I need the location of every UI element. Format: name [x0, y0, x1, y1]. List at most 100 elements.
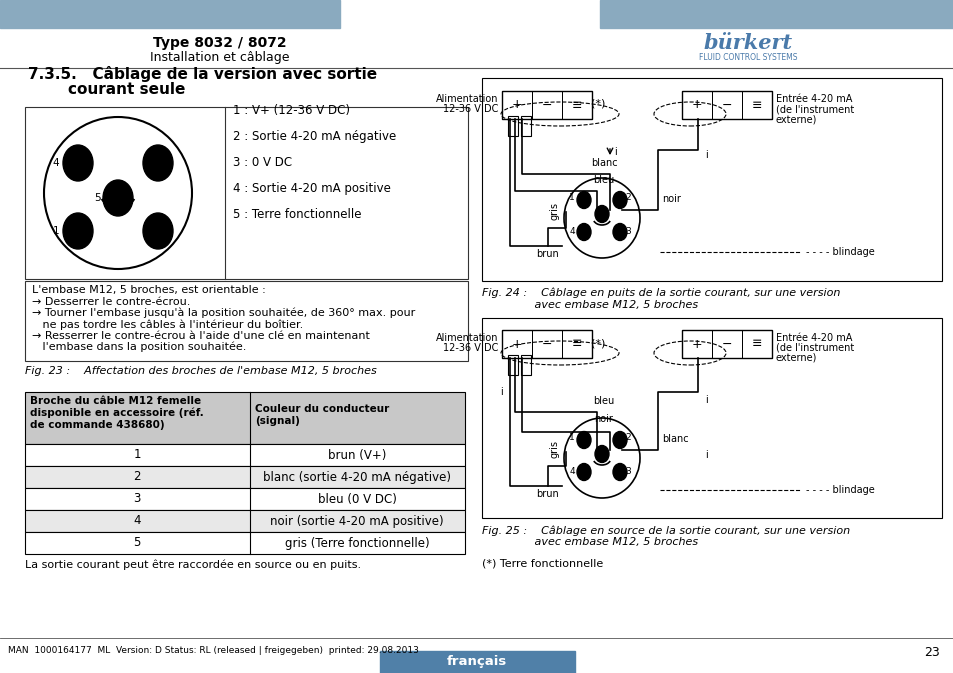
Bar [501, 91, 592, 119]
Text: ne pas tordre les câbles à l'intérieur du boîtier.: ne pas tordre les câbles à l'intérieur d… [32, 319, 303, 330]
Text: Installation et câblage: Installation et câblage [150, 52, 290, 65]
Bar [520, 116, 531, 136]
Bar [750, 14, 758, 20]
Text: 2: 2 [133, 470, 141, 483]
Text: gris (Terre fonctionnelle): gris (Terre fonctionnelle) [284, 536, 429, 549]
Bar [481, 318, 941, 518]
Text: 23: 23 [923, 646, 939, 659]
Ellipse shape [143, 213, 172, 249]
Text: FLUID CONTROL SYSTEMS: FLUID CONTROL SYSTEMS [698, 53, 797, 63]
Text: Entrée 4-20 mA: Entrée 4-20 mA [775, 333, 851, 343]
Text: 3: 3 [160, 158, 167, 168]
Text: +: + [691, 337, 701, 351]
Text: 5: 5 [94, 193, 101, 203]
Text: Fig. 23 :    Affectation des broches de l'embase M12, 5 broches: Fig. 23 : Affectation des broches de l'e… [25, 366, 376, 376]
Text: Fig. 25 :    Câblage en source de la sortie courant, sur une version: Fig. 25 : Câblage en source de la sortie… [481, 525, 849, 536]
Bar [507, 355, 517, 375]
Bar [532, 330, 561, 358]
Text: 2: 2 [624, 194, 630, 203]
Text: (*): (*) [590, 338, 604, 348]
Text: i: i [704, 450, 707, 460]
Text: 1: 1 [569, 194, 575, 203]
Text: blanc: blanc [590, 158, 617, 168]
Text: 1 : V+ (12-36 V DC): 1 : V+ (12-36 V DC) [233, 104, 350, 117]
Text: 1: 1 [569, 433, 575, 443]
Text: brun (V+): brun (V+) [328, 448, 386, 462]
Bar [711, 330, 741, 358]
Bar [711, 91, 741, 119]
Ellipse shape [595, 205, 608, 223]
Text: −: − [541, 337, 552, 351]
Text: blanc: blanc [661, 434, 688, 444]
Text: +: + [511, 337, 521, 351]
Text: → Tourner l'embase jusqu'à la position souhaitée, de 360° max. pour: → Tourner l'embase jusqu'à la position s… [32, 308, 415, 318]
Bar [741, 330, 771, 358]
Bar [770, 14, 778, 20]
Text: Couleur du conducteur
(signal): Couleur du conducteur (signal) [254, 404, 389, 425]
Text: → Resserrer le contre-écrou à l'aide d'une clé en maintenant: → Resserrer le contre-écrou à l'aide d'u… [32, 331, 370, 341]
Text: gris: gris [550, 440, 559, 458]
Text: 3 : 0 V DC: 3 : 0 V DC [233, 156, 292, 169]
Text: 2: 2 [624, 433, 630, 443]
Bar [740, 14, 747, 20]
Text: blanc (sortie 4-20 mA négative): blanc (sortie 4-20 mA négative) [263, 470, 451, 483]
Text: noir (sortie 4-20 mA positive): noir (sortie 4-20 mA positive) [270, 514, 443, 528]
Ellipse shape [613, 192, 626, 209]
Text: 1: 1 [52, 226, 59, 236]
Bar [790, 14, 797, 20]
Text: - - - - blindage: - - - - blindage [805, 247, 874, 257]
Bar [681, 330, 771, 358]
Text: ≡: ≡ [571, 337, 581, 351]
Bar [681, 330, 711, 358]
Bar [781, 14, 787, 20]
Text: ≡: ≡ [571, 98, 581, 112]
Bar [379, 651, 575, 673]
Text: (*): (*) [590, 99, 604, 109]
Ellipse shape [143, 145, 172, 181]
Text: avec embase M12, 5 broches: avec embase M12, 5 broches [481, 300, 698, 310]
Text: +: + [511, 98, 521, 112]
Ellipse shape [577, 192, 590, 209]
Text: La sortie courant peut être raccordée en source ou en puits.: La sortie courant peut être raccordée en… [25, 560, 361, 571]
Bar [25, 444, 464, 466]
Text: MAN  1000164177  ML  Version: D Status: RL (released | freigegeben)  printed: 29: MAN 1000164177 ML Version: D Status: RL … [8, 646, 418, 655]
Text: 4: 4 [52, 158, 59, 168]
Text: noir: noir [594, 414, 613, 424]
Ellipse shape [613, 431, 626, 448]
Text: → Desserrer le contre-écrou.: → Desserrer le contre-écrou. [32, 297, 191, 307]
Text: bleu: bleu [593, 396, 614, 406]
Text: avec embase M12, 5 broches: avec embase M12, 5 broches [481, 537, 698, 547]
Text: L'embase M12, 5 broches, est orientable :: L'embase M12, 5 broches, est orientable … [32, 285, 266, 295]
Bar [501, 330, 592, 358]
Bar [0, 0, 339, 28]
Text: ≡: ≡ [751, 337, 761, 351]
Bar [25, 488, 464, 510]
Text: i: i [704, 150, 707, 160]
Bar [730, 14, 738, 20]
Text: (*) Terre fonctionnelle: (*) Terre fonctionnelle [481, 558, 602, 568]
Ellipse shape [103, 180, 132, 216]
Text: 2 : Sortie 4-20 mA négative: 2 : Sortie 4-20 mA négative [233, 130, 395, 143]
Bar [681, 91, 771, 119]
Text: bürkert: bürkert [702, 33, 792, 53]
Bar [481, 78, 941, 281]
Text: Fig. 24 :    Câblage en puits de la sortie courant, sur une version: Fig. 24 : Câblage en puits de la sortie … [481, 288, 840, 299]
Text: externe): externe) [775, 353, 817, 363]
Text: i: i [614, 147, 616, 157]
Bar [681, 91, 711, 119]
Text: Type 8032 / 8072: Type 8032 / 8072 [153, 36, 287, 50]
Text: 3: 3 [624, 468, 630, 476]
Text: i: i [499, 387, 502, 397]
Bar [760, 14, 767, 20]
Text: −: − [721, 98, 732, 112]
Text: 3: 3 [133, 493, 140, 505]
Bar [599, 0, 953, 28]
Text: 3: 3 [624, 227, 630, 236]
Bar [561, 330, 592, 358]
Text: - - - - blindage: - - - - blindage [805, 485, 874, 495]
Text: i: i [704, 395, 707, 405]
Bar [532, 91, 561, 119]
Text: 4: 4 [569, 468, 575, 476]
Text: 2: 2 [160, 226, 167, 236]
Bar [25, 107, 468, 279]
